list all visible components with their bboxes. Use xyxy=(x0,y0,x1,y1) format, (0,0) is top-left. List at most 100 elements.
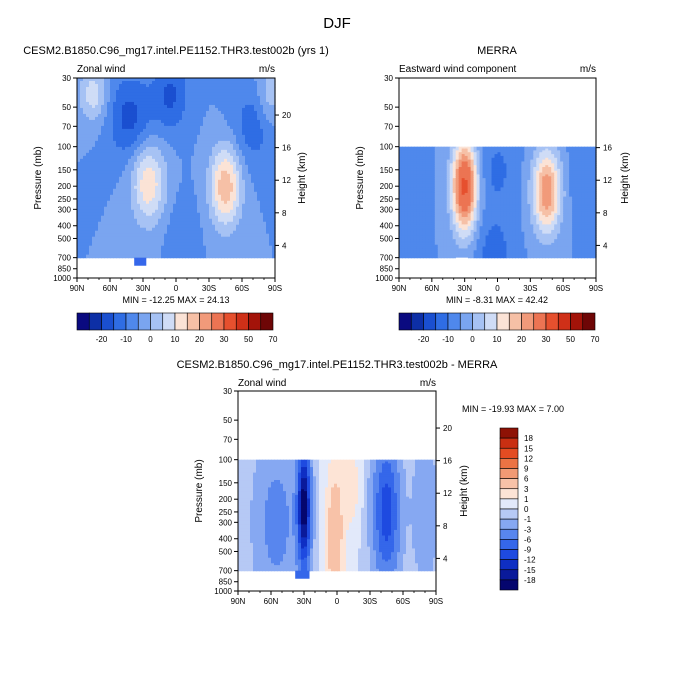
panel-model-cell xyxy=(83,107,87,112)
panel-model-cell xyxy=(107,113,111,118)
panel-model-cell xyxy=(101,101,105,106)
panel-model-cell xyxy=(122,158,126,163)
panel-model-cell xyxy=(116,119,120,124)
panel-model-cell xyxy=(77,101,81,106)
panel-model-cell xyxy=(80,170,84,175)
panel-model-cell xyxy=(80,194,84,199)
panel-model-cell xyxy=(122,101,126,106)
panel-model-cell xyxy=(77,128,81,133)
panel-model-cell xyxy=(101,146,105,151)
panel-model-cell xyxy=(134,137,138,142)
panel-obs-title: MERRA xyxy=(477,45,517,57)
panel-model-cell xyxy=(110,143,114,148)
panel-model-cell xyxy=(95,86,99,91)
panel-model-cell xyxy=(131,146,135,151)
panel-model-ytick-label: 850 xyxy=(58,265,72,274)
panel-model-cell xyxy=(110,203,114,208)
panel-model-cell xyxy=(116,242,120,247)
panel-model-cell xyxy=(101,125,105,130)
panel-model-cell xyxy=(101,80,105,85)
panel-model-colorbar-box xyxy=(137,312,151,331)
panel-model-cell xyxy=(119,95,123,100)
panel-model-cell xyxy=(80,110,84,115)
panel-model-cell xyxy=(110,146,114,151)
panel-model-cell xyxy=(104,185,108,190)
panel-model-xtick-label: 30S xyxy=(202,284,216,293)
panel-model-cell xyxy=(80,164,84,169)
panel-model-cell xyxy=(116,110,120,115)
panel-model-cell xyxy=(83,95,87,100)
panel-model-cell xyxy=(95,116,99,121)
panel-model-cell xyxy=(122,164,126,169)
panel-model-cell xyxy=(89,143,93,148)
panel-model-cell xyxy=(95,137,99,142)
panel-model-cell xyxy=(128,215,132,220)
panel-model-cell xyxy=(107,212,111,217)
panel-model-colorbar-box xyxy=(260,312,274,331)
panel-model-cell xyxy=(80,182,84,187)
panel-model-cell xyxy=(116,131,120,136)
panel-model-cell xyxy=(83,188,87,193)
panel-model-cell xyxy=(128,209,132,214)
panel-model-cell xyxy=(77,86,81,91)
panel-model-cell xyxy=(110,248,114,253)
panel-model-ytick-label: 300 xyxy=(58,205,72,214)
panel-model-cell xyxy=(89,215,93,220)
panel-model-cell xyxy=(128,233,132,238)
panel-model-cell xyxy=(113,164,117,169)
panel-model-cell xyxy=(122,98,126,103)
panel-model-cell xyxy=(98,146,102,151)
panel-model-cell xyxy=(125,197,129,202)
panel-model-cell xyxy=(86,248,90,253)
panel-model-cell xyxy=(95,173,99,178)
panel-model-cell xyxy=(104,128,108,133)
panel-model-cell xyxy=(80,245,84,250)
panel-model-cell xyxy=(119,248,123,253)
panel-model-cell xyxy=(101,83,105,88)
panel-model-cell xyxy=(113,251,117,256)
panel-model-cell xyxy=(89,164,93,169)
panel-model-cell xyxy=(92,242,96,247)
panel-model-cell xyxy=(83,239,87,244)
panel-obs-field xyxy=(399,146,597,259)
panel-model-cell xyxy=(77,89,81,94)
panel-model-cell xyxy=(92,152,96,157)
panel-model-cell xyxy=(98,89,102,94)
panel-model-cell xyxy=(89,149,93,154)
panel-model-cell xyxy=(83,131,87,136)
panel-model-cell xyxy=(122,212,126,217)
panel-model-cell xyxy=(125,209,129,214)
panel-model-cell xyxy=(125,155,129,160)
panel-model-cell xyxy=(83,113,87,118)
panel-model-xtick-label: 0 xyxy=(174,284,179,293)
panel-model-cell xyxy=(122,80,126,85)
panel-model-cell xyxy=(116,218,120,223)
panel-model-cell xyxy=(92,185,96,190)
panel-model-cell xyxy=(128,182,132,187)
panel-model-cell xyxy=(131,95,135,100)
panel-model-cell xyxy=(77,236,81,241)
panel-model-cell xyxy=(101,230,105,235)
panel-model-cell xyxy=(83,218,87,223)
panel-model-cell xyxy=(89,146,93,151)
panel-model-cell xyxy=(86,194,90,199)
panel-model-cell xyxy=(98,113,102,118)
panel-model-cell xyxy=(86,164,90,169)
panel-model-cell xyxy=(107,224,111,229)
panel-model-cell xyxy=(113,230,117,235)
panel-obs-left-string: Eastward wind component xyxy=(399,64,517,75)
panel-model-cell xyxy=(110,188,114,193)
panel-model-cell xyxy=(77,194,81,199)
panel-model-cell xyxy=(89,134,93,139)
panel-model-ytick-label: 70 xyxy=(62,122,71,131)
panel-model-cell xyxy=(77,122,81,127)
panel-model-cell xyxy=(119,227,123,232)
panel-model-cell xyxy=(110,101,114,106)
panel-model-cell xyxy=(95,194,99,199)
panel-model-cell xyxy=(107,254,111,259)
panel-model-cell xyxy=(80,203,84,208)
panel-model-cell xyxy=(89,122,93,127)
panel-model-cell xyxy=(107,191,111,196)
panel-model-cell xyxy=(110,158,114,163)
panel-model-cell xyxy=(89,113,93,118)
